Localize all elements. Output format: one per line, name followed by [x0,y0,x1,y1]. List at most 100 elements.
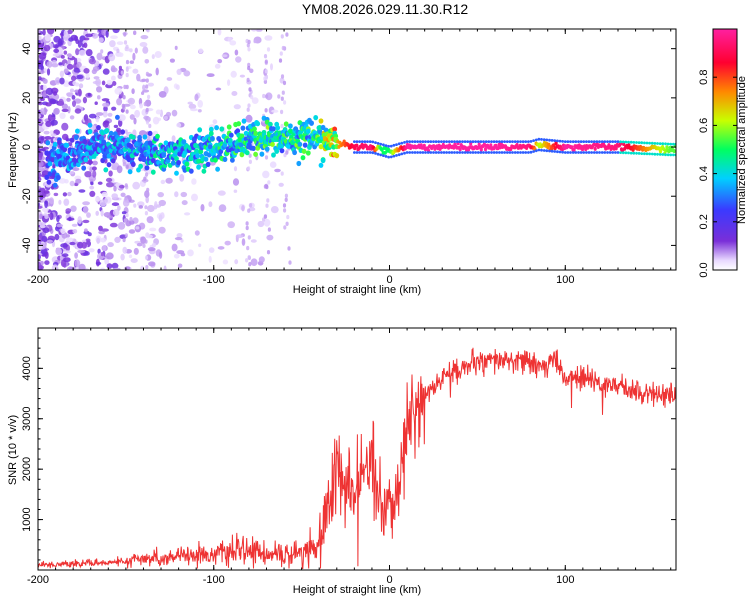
spectrogram-ridge-halo [548,138,551,142]
spectrogram-noise-blob [214,63,221,69]
spectrogram-streak-blob [247,47,251,52]
spectrogram-ridge-halo [579,140,583,144]
spectrogram-noise-blob [169,58,175,63]
spectrogram-noise-blob [51,60,57,64]
spectrogram-ridge-blob [318,144,324,150]
spectrogram-ridge-halo [434,151,438,154]
spectrogram-ridge-halo [382,143,385,147]
spectrogram-noise-blob [39,194,44,201]
spectrogram-ridge-blob [547,142,551,147]
spectrogram-noise-blob [166,77,173,81]
spectrogram-ridge-blob [103,167,109,173]
spectrogram-ridge-halo [577,151,580,154]
spectrogram-ridge-blob [46,179,52,185]
spectrogram-ridge-halo [627,151,630,155]
spectrogram-ridge-halo [432,140,435,144]
spectrogram-noise-blob [69,115,75,120]
spectrogram-ridge-halo [635,151,638,155]
spectrogram-ridge-blob [52,141,58,147]
spectrogram-ridge-halo [608,140,612,144]
spectrogram-ridge-blob [170,160,176,166]
spectrogram-ridge-halo [432,151,435,154]
snr-ylabel: SNR (10 * v/v) [7,415,19,485]
spectrogram-noise-blob [122,199,130,207]
spectrogram-streak-blob [248,153,252,158]
spectrogram-ridge-blob [672,149,676,154]
spectrogram-ridge-halo [490,151,493,154]
spectrogram-noise-blob [78,83,84,89]
spectrogram-noise-blob [45,87,54,95]
spectrogram-noise-blob [85,33,93,38]
spectrogram-noise-blob [146,216,154,224]
spectrogram-noise-blob [60,55,65,59]
spectrogram-ridge-halo [403,151,406,155]
spectrogram-noise-blob [120,253,125,261]
spectrogram-noise-blob [78,189,86,193]
spectrogram-ridge-blob [197,127,203,133]
spectrogram-ridge-blob [196,164,202,170]
spectrogram-streak-blob [121,103,125,109]
spectrogram-streak-blob [280,109,284,115]
spectrogram-noise-blob [112,29,120,34]
spectrogram-noise-blob [106,215,114,219]
spectrogram-noise-blob [65,208,72,214]
spectrogram-ridge-blob [205,161,211,167]
spectrogram-noise-blob [278,182,284,187]
spectrogram-ridge-halo [363,151,367,154]
spectrogram-streak-blob [285,150,289,155]
spectrogram-noise-blob [63,250,71,254]
colorbar-frame [712,28,738,271]
spectrogram-ridge-halo [637,141,641,145]
spectrogram-noise-blob [92,170,97,178]
spectrogram-streak-blob [146,187,150,193]
spectrogram-noise-blob [263,218,271,227]
spectrogram-ridge-halo [553,139,557,143]
spectrogram-noise-blob [227,221,235,229]
spectrogram-streak-blob [129,217,133,222]
spectrogram-streak-blob [281,45,285,51]
spectrogram-ridge-halo [368,151,372,154]
spectrogram-ridge-halo [442,151,446,154]
spectrogram-ridge-halo [545,149,549,153]
spectrogram-ridge-halo [371,151,375,155]
spectrogram-noise-blob [111,165,118,170]
spectrogram-noise-blob [194,230,200,236]
spectrogram-ridge-halo [447,140,451,144]
spectrogram-noise-blob [61,133,69,141]
spectrogram-noise-blob [116,41,124,45]
spectrogram-ridge-halo [574,140,578,144]
spectrogram-ridge-blob [56,174,61,181]
spectrogram-streak-blob [283,208,287,213]
spectrogram-noise-blob [41,235,48,243]
spectrogram-ridge-blob [106,162,112,168]
spectrogram-noise-blob [43,130,50,135]
spectrogram-noise-blob [78,263,86,270]
spectrogram-noise-blob [53,192,59,197]
spectrogram-ridge-halo [582,151,586,154]
snr-xlabel: Height of straight line (km) [293,584,421,596]
spectrogram-ridge-blob [174,170,179,176]
spectrogram-noise-blob [174,45,178,51]
spectrogram-noise-blob [208,255,212,263]
spectrogram-noise-blob [133,247,139,255]
spectrogram-noise-blob [53,35,61,43]
spectrogram-ridge-halo [487,151,491,154]
spectrogram-ridge-halo [537,148,541,152]
spectrogram-noise-blob [40,136,45,141]
spectrogram-noise-blob [52,162,56,169]
spectrogram-noise-blob [217,190,226,196]
spectrogram-noise-blob [114,236,121,243]
spectrogram-noise-blob [116,48,120,53]
spectrogram-ridge-blob [264,146,270,152]
spectrogram-ridge-halo [542,138,546,142]
spectrogram-noise-blob [154,201,158,207]
spectrogram-ridge-halo [366,140,369,144]
spectrogram-noise-blob [106,263,113,269]
spectrogram-noise-blob [46,68,51,76]
spectrogram-noise-blob [83,37,90,41]
spectrogram-ridge-halo [442,140,446,144]
spectrogram-ridge-blob [47,171,53,177]
spectrogram-streak-blob [246,245,250,251]
spectrogram-streak-blob [277,94,281,99]
spectrogram-noise-blob [234,259,239,265]
